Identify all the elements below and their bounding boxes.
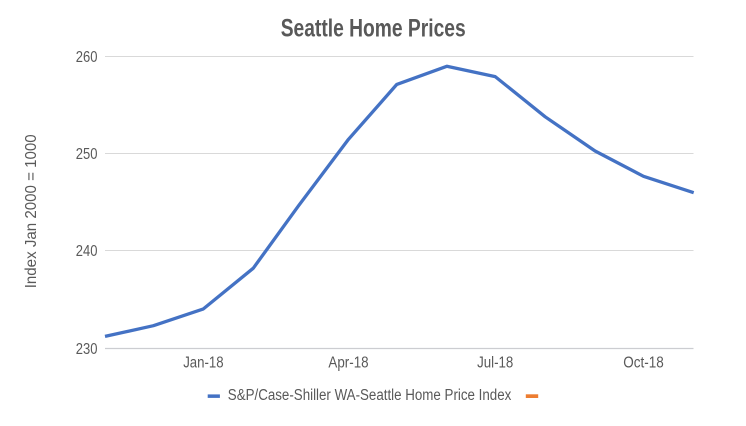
svg-text:240: 240 <box>76 243 98 260</box>
svg-text:250: 250 <box>76 146 98 163</box>
svg-text:260: 260 <box>76 49 98 66</box>
svg-text:Index Jan 2000 = 1000: Index Jan 2000 = 1000 <box>23 134 40 288</box>
svg-text:Jul-18: Jul-18 <box>477 355 513 372</box>
svg-text:Jan-18: Jan-18 <box>183 355 223 372</box>
svg-text:Oct-18: Oct-18 <box>623 355 664 372</box>
svg-text:230: 230 <box>76 341 98 358</box>
svg-text:Apr-18: Apr-18 <box>328 355 368 372</box>
svg-text:Seattle Home Prices: Seattle Home Prices <box>281 15 466 43</box>
svg-text:S&P/Case-Shiller WA-Seattle Ho: S&P/Case-Shiller WA-Seattle Home Price I… <box>228 387 512 404</box>
